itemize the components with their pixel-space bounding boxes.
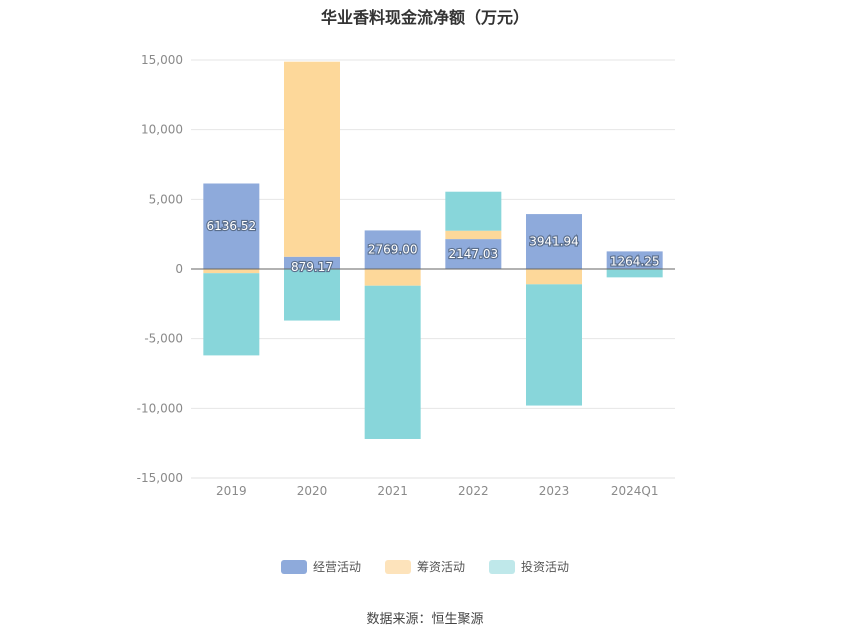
- legend-label-investing: 投资活动: [521, 560, 570, 574]
- bar-operating: [445, 239, 502, 269]
- bar-operating: [526, 214, 582, 269]
- bar-operating: [203, 183, 260, 269]
- legend-item-investing[interactable]: 投资活动: [489, 558, 569, 575]
- x-tick-label: 2023: [539, 484, 570, 498]
- data-label: 879.17: [291, 260, 333, 274]
- y-tick-label: 15,000: [141, 53, 183, 67]
- bar-financing: [364, 269, 421, 286]
- bar-investing: [526, 284, 582, 406]
- data-label: 2769.00: [368, 243, 418, 257]
- bar-investing: [606, 269, 663, 278]
- y-tick-label: -5,000: [144, 332, 183, 346]
- legend-swatch-financing: [384, 559, 411, 574]
- data-label: 2147.03: [449, 247, 499, 261]
- data-label: 6136.52: [207, 219, 257, 233]
- data-source: 数据来源：恒生聚源: [366, 612, 484, 627]
- y-tick-label: -10,000: [137, 401, 183, 415]
- bar-financing: [445, 230, 502, 240]
- legend-label-operating: 经营活动: [312, 560, 361, 574]
- bar-investing: [445, 191, 502, 231]
- bar-financing: [526, 269, 582, 285]
- legend-swatch-investing: [489, 559, 515, 574]
- y-tick-label: 0: [175, 262, 183, 276]
- bar-operating: [364, 230, 421, 269]
- legend-label-financing: 筹资活动: [416, 560, 465, 574]
- bar-operating: [606, 251, 663, 269]
- bar-investing: [284, 269, 340, 321]
- y-tick-label: 10,000: [141, 123, 183, 137]
- x-tick-label: 2021: [377, 484, 408, 498]
- x-tick-label: 2024Q1: [611, 484, 659, 498]
- x-tick-label: 2022: [458, 484, 489, 498]
- x-tick-label: 2020: [297, 484, 328, 498]
- bar-financing: [284, 61, 340, 257]
- legend-swatch-operating: [280, 559, 307, 574]
- x-tick-label: 2019: [216, 484, 247, 498]
- bar-investing: [364, 285, 421, 439]
- legend: 经营活动 筹资活动 投资活动: [0, 558, 850, 575]
- data-label: 1264.25: [610, 254, 660, 268]
- y-tick-label: 5,000: [149, 192, 183, 206]
- bar-investing: [203, 273, 260, 356]
- bar-financing: [203, 269, 260, 274]
- chart-title: 华业香料现金流净额（万元）: [320, 8, 529, 27]
- bar-operating: [284, 256, 340, 269]
- legend-item-financing[interactable]: 筹资活动: [384, 558, 465, 575]
- data-label: 3941.94: [529, 235, 579, 249]
- y-tick-label: -15,000: [137, 471, 183, 485]
- legend-item-operating[interactable]: 经营活动: [280, 558, 361, 575]
